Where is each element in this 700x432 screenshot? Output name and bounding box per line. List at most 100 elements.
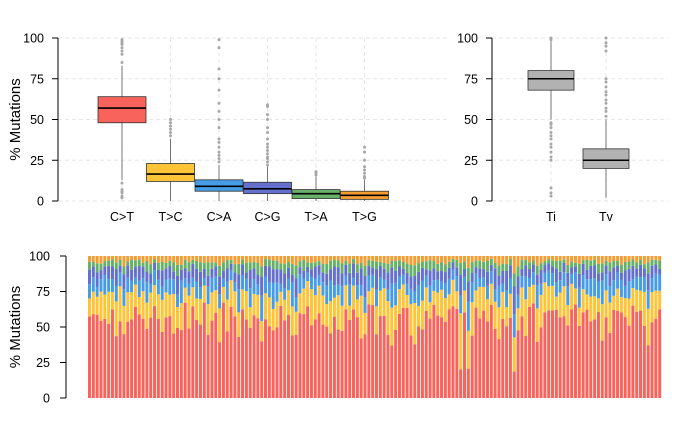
bar-segment-c-to-t [390, 345, 394, 398]
bar-segment-c-to-a [275, 282, 279, 302]
bar-segment-t-to-g [176, 256, 179, 265]
sample-bar [528, 256, 532, 398]
bar-segment-c-to-a [642, 277, 646, 292]
sample-bar [493, 256, 497, 398]
bar-segment-t-to-g [382, 256, 386, 263]
bar-segment-t-to-c [516, 308, 520, 331]
bar-segment-c-to-g [547, 263, 551, 271]
outlier-point [169, 131, 172, 135]
sample-bar [543, 256, 547, 398]
sample-bar [573, 256, 577, 398]
sample-bar [612, 256, 616, 398]
bar-segment-c-to-t [558, 317, 562, 398]
bar-segment-c-to-g [195, 268, 199, 282]
sample-bar [118, 256, 122, 398]
bar-segment-t-to-a [130, 260, 134, 270]
bar-segment-t-to-c [221, 286, 225, 303]
bar-segment-c-to-a [596, 281, 600, 299]
bar-segment-c-to-g [110, 266, 114, 280]
bar-segment-c-to-t [309, 325, 313, 398]
sample-bar [260, 256, 264, 398]
bar-segment-t-to-g [658, 256, 662, 261]
outlier-point [549, 155, 553, 159]
bar-segment-t-to-g [164, 256, 168, 263]
bar-segment-c-to-g [566, 272, 570, 287]
bar-segment-t-to-a [359, 262, 363, 269]
iqr-box [97, 96, 147, 124]
bar-segment-t-to-c [363, 312, 367, 335]
bar-segment-c-to-g [99, 270, 103, 280]
bar-segment-t-to-g [252, 256, 256, 263]
bar-segment-t-to-a [164, 262, 168, 269]
outlier-point [217, 38, 221, 42]
bar-segment-c-to-g [619, 272, 623, 280]
bar-segment-c-to-g [122, 274, 126, 290]
bar-segment-c-to-g [164, 268, 168, 280]
bar-segment-c-to-a [206, 286, 210, 305]
bar-segment-t-to-c [107, 291, 111, 324]
bar-segment-t-to-g [551, 256, 555, 261]
bar-segment-c-to-a [332, 285, 336, 298]
bar-segment-c-to-g [283, 273, 287, 289]
bar-segment-t-to-a [432, 261, 436, 269]
bar-segment-t-to-c [156, 294, 160, 319]
bar-segment-t-to-g [505, 256, 509, 265]
outlier-point [120, 52, 124, 56]
bar-segment-c-to-t [619, 312, 623, 398]
bar-segment-t-to-a [160, 261, 164, 271]
bar-segment-c-to-g [639, 264, 643, 278]
bar-segment-t-to-c [118, 286, 122, 322]
sample-bar [520, 256, 524, 398]
sample-bar [589, 256, 593, 398]
bar-segment-t-to-g [589, 256, 593, 261]
bar-segment-c-to-g [306, 266, 310, 273]
bar-segment-c-to-g [348, 272, 352, 285]
bar-segment-c-to-a [244, 278, 248, 292]
bar-segment-c-to-a [355, 285, 359, 300]
bar-segment-t-to-c [283, 299, 287, 321]
outlier-point [549, 134, 553, 138]
sample-bar [294, 256, 298, 398]
bar-segment-c-to-t [654, 318, 658, 398]
bar-segment-t-to-c [168, 294, 172, 317]
bar-segment-c-to-t [352, 309, 356, 398]
bar-segment-c-to-g [551, 266, 555, 274]
outlier-point [266, 113, 269, 117]
bar-segment-c-to-a [428, 285, 432, 303]
bar-segment-c-to-g [344, 264, 348, 276]
bar-segment-t-to-c [440, 289, 444, 318]
bar-segment-t-to-a [482, 261, 486, 270]
bar-segment-t-to-a [145, 260, 149, 272]
sample-bar [631, 256, 635, 398]
bar-segment-t-to-a [107, 260, 111, 266]
bar-segment-t-to-a [375, 261, 378, 270]
bar-segment-c-to-g [489, 264, 493, 272]
bar-segment-t-to-a [325, 264, 329, 274]
bar-segment-t-to-g [218, 256, 222, 266]
bar-segment-t-to-c [198, 298, 202, 325]
bar-segment-c-to-t [313, 319, 317, 398]
bar-segment-c-to-a [176, 294, 179, 307]
bar-segment-c-to-t [233, 316, 237, 398]
bar-segment-c-to-t [451, 306, 455, 398]
sample-bar [639, 256, 643, 398]
bar-segment-c-to-g [562, 262, 566, 273]
bar-segment-c-to-t [286, 314, 290, 398]
bar-segment-c-to-t [225, 331, 229, 398]
bar-segment-c-to-t [122, 334, 126, 398]
sample-bar [455, 256, 459, 398]
sample-bar [271, 256, 275, 398]
bar-segment-c-to-g [440, 270, 444, 282]
bar-segment-t-to-g [91, 256, 95, 262]
outlier-point [120, 194, 124, 198]
bar-segment-c-to-a [359, 284, 363, 296]
bar-segment-c-to-g [420, 267, 424, 281]
bar-segment-c-to-a [225, 281, 229, 300]
bar-segment-c-to-g [267, 266, 271, 283]
sample-bar [531, 256, 535, 398]
bar-segment-c-to-g [394, 270, 398, 283]
x-tick-label: C>A [207, 210, 232, 224]
bar-segment-c-to-a [420, 280, 424, 301]
bar-segment-c-to-g [271, 269, 275, 283]
bar-segment-t-to-c [593, 296, 597, 320]
